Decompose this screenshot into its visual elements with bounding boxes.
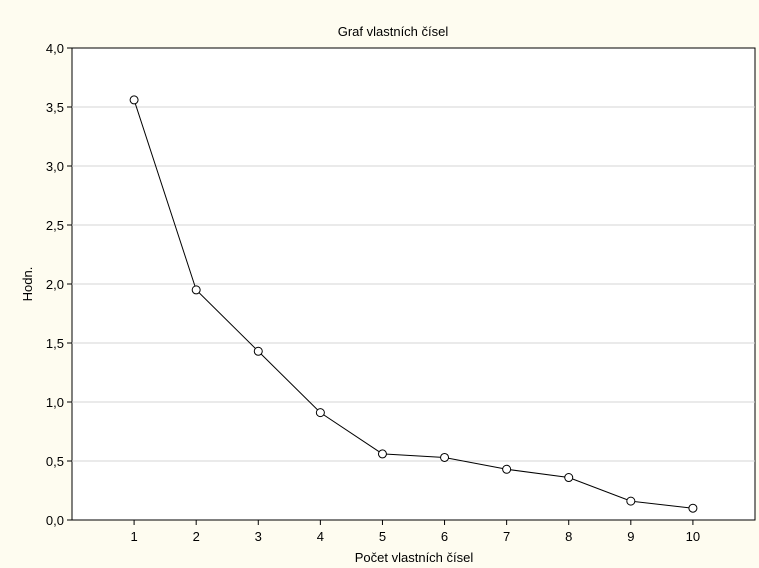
data-point (192, 286, 200, 294)
y-tick-label: 3,0 (46, 159, 64, 174)
y-tick-label: 0,0 (46, 513, 64, 528)
x-tick-label: 6 (441, 529, 448, 544)
x-axis-label: Počet vlastních čísel (355, 550, 474, 565)
y-tick-label: 1,5 (46, 336, 64, 351)
y-tick-label: 4,0 (46, 41, 64, 56)
x-tick-label: 8 (565, 529, 572, 544)
data-point (565, 474, 573, 482)
data-point (441, 453, 449, 461)
chart-title: Graf vlastních čísel (338, 24, 449, 39)
x-tick-label: 7 (503, 529, 510, 544)
data-point (627, 497, 635, 505)
y-tick-label: 3,5 (46, 100, 64, 115)
x-tick-label: 9 (627, 529, 634, 544)
data-point (254, 347, 262, 355)
y-tick-label: 1,0 (46, 395, 64, 410)
x-tick-label: 3 (255, 529, 262, 544)
y-axis-label: Hodn. (20, 267, 35, 302)
data-point (316, 409, 324, 417)
x-tick-label: 1 (130, 529, 137, 544)
x-tick-label: 5 (379, 529, 386, 544)
y-tick-label: 2,5 (46, 218, 64, 233)
data-point (378, 450, 386, 458)
data-point (689, 504, 697, 512)
y-tick-label: 0,5 (46, 454, 64, 469)
x-tick-label: 4 (317, 529, 324, 544)
x-tick-label: 10 (686, 529, 700, 544)
data-point (130, 96, 138, 104)
y-tick-label: 2,0 (46, 277, 64, 292)
x-tick-label: 2 (193, 529, 200, 544)
data-point (503, 465, 511, 473)
